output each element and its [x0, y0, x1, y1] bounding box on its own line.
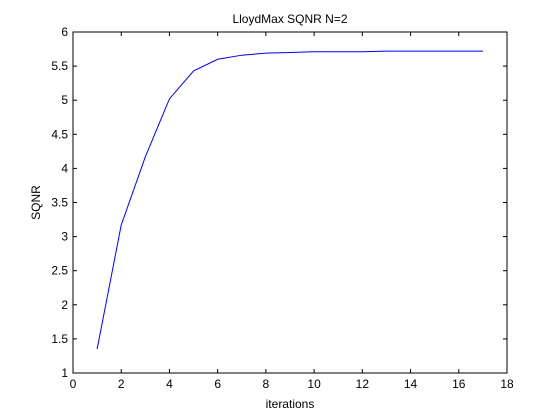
y-tick-label: 2	[61, 298, 68, 312]
series-line-0	[96, 50, 483, 350]
chart-title: LloydMax SQNR N=2	[232, 12, 347, 26]
y-tick-label: 4.5	[51, 127, 68, 141]
y-tick-label: 5.5	[51, 59, 68, 73]
x-tick-label: 8	[263, 377, 270, 391]
y-tick-label: 3	[61, 230, 68, 244]
plot-area	[72, 31, 508, 374]
x-tick-label: 14	[404, 377, 418, 391]
x-axis-title: iterations	[266, 397, 315, 411]
series-layer	[96, 50, 483, 350]
y-tick-label: 5	[61, 93, 68, 107]
y-axis-title: SQNR	[29, 185, 43, 220]
y-tick-label: 6	[61, 25, 68, 39]
x-tick-label: 16	[452, 377, 466, 391]
x-tick-label: 0	[70, 377, 77, 391]
x-tick-label: 6	[214, 377, 221, 391]
y-tick-label: 3.5	[51, 196, 68, 210]
y-tick-label: 1	[61, 366, 68, 380]
x-tick-label: 18	[500, 377, 514, 391]
x-tick-label: 4	[166, 377, 173, 391]
y-tick-label: 1.5	[51, 332, 68, 346]
y-tick-label: 2.5	[51, 264, 68, 278]
y-tick-label: 4	[61, 161, 68, 175]
x-tick-label: 12	[356, 377, 370, 391]
x-tick-label: 10	[307, 377, 321, 391]
axis-ticks: 0 2 4 6 8 10 12 14 16 18 1 1.5 2 2.5 3 3.5 4 4.5 5 5.5 6	[51, 25, 514, 391]
x-tick-label: 2	[118, 377, 125, 391]
